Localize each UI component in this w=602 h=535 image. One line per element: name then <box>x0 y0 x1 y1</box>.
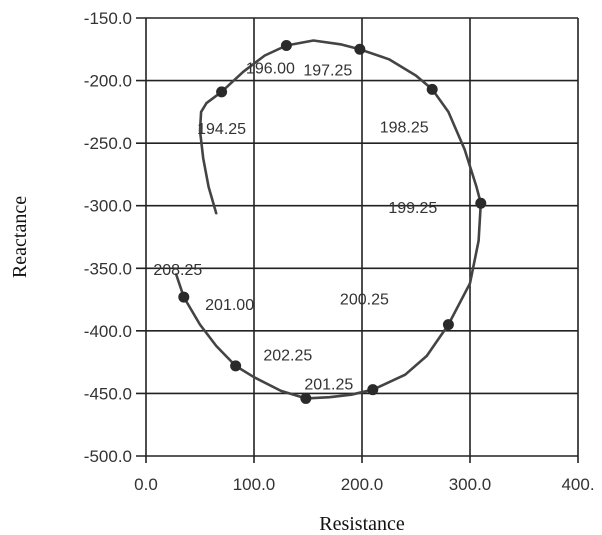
data-point-marker <box>442 319 454 331</box>
data-point-marker <box>300 392 312 404</box>
grid <box>136 17 579 463</box>
y-tick-label: -350.0 <box>84 259 132 278</box>
y-tick-label: -450.0 <box>84 384 132 403</box>
data-point-marker <box>280 40 292 52</box>
x-tick-label: 200.0 <box>341 475 384 494</box>
y-tick-label: -300.0 <box>84 197 132 216</box>
point-label: 200.25 <box>340 292 389 309</box>
point-label: 201.00 <box>205 297 254 314</box>
point-label: 199.25 <box>388 200 437 217</box>
data-point-marker <box>426 83 438 95</box>
point-label: 198.25 <box>380 119 429 136</box>
data-point-marker <box>178 291 190 303</box>
x-tick-label: 300.0 <box>449 475 492 494</box>
point-label: 202.25 <box>263 347 312 364</box>
markers: 194.25 196.00 197.25 198.25 199.25 200.25 201.… <box>153 40 487 404</box>
y-tick-label: -400.0 <box>84 322 132 341</box>
point-label: 208.25 <box>153 262 202 279</box>
x-axis-label: Resistance <box>319 513 405 535</box>
data-point-marker <box>230 360 242 372</box>
point-label: 197.25 <box>303 62 352 79</box>
data-point-marker <box>216 86 228 98</box>
y-axis-label: Reactance <box>9 196 31 278</box>
data-point-marker <box>367 384 379 396</box>
point-label: 194.25 <box>197 121 246 138</box>
data-point-marker <box>354 43 366 55</box>
y-tick-label: -200.0 <box>84 72 132 91</box>
y-tick-label: -500.0 <box>84 447 132 466</box>
point-label: 201.25 <box>304 377 353 394</box>
x-tick-label: 0.0 <box>134 475 158 494</box>
point-label: 196.00 <box>246 61 295 78</box>
y-tick-label: -250.0 <box>84 134 132 153</box>
tick-labels: 0.0 100.0 200.0 300.0 400. -150.0 -200.0 -250.0… <box>84 9 595 494</box>
y-tick-label: -150.0 <box>84 9 132 28</box>
data-point-marker <box>475 197 487 209</box>
x-tick-label: 400. <box>561 475 594 494</box>
x-tick-label: 100.0 <box>233 475 276 494</box>
